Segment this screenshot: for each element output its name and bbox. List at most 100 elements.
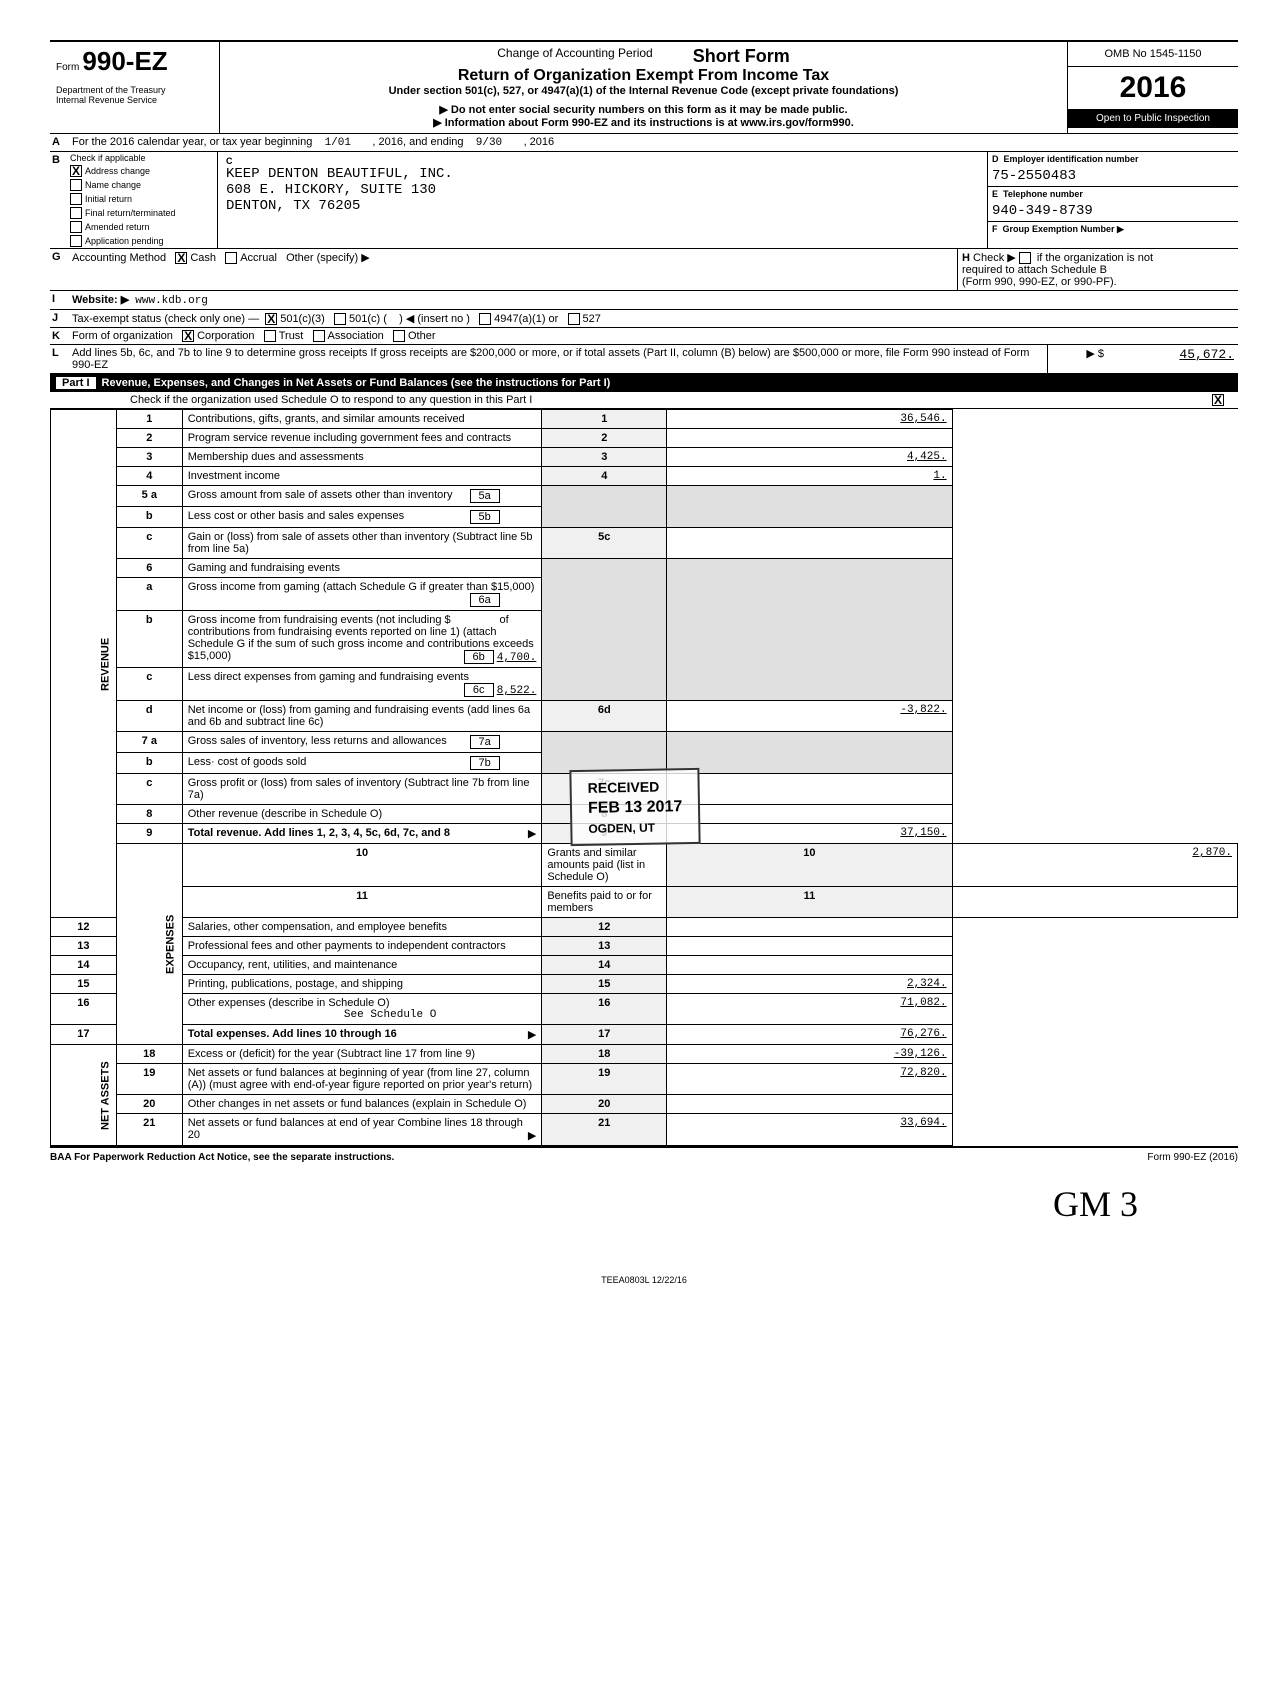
- line-a-letter: A: [50, 134, 68, 151]
- line-1-text: Contributions, gifts, grants, and simila…: [182, 410, 542, 429]
- line-l-letter: L: [50, 345, 68, 373]
- line-3-text: Membership dues and assessments: [182, 448, 542, 467]
- arrow-icon: ▶: [1117, 224, 1124, 234]
- line-9-amt: 37,150.: [667, 824, 952, 844]
- line-g-letter: G: [50, 249, 68, 290]
- website-value: www.kdb.org: [135, 295, 208, 307]
- accrual-label: Accrual: [240, 252, 277, 264]
- line-a-end: 9/30: [476, 137, 502, 149]
- name-change-checkbox[interactable]: [70, 179, 82, 191]
- part-1-check-text: Check if the organization used Schedule …: [50, 392, 1208, 408]
- irs-label: Internal Revenue Service: [56, 95, 226, 105]
- other-org-checkbox[interactable]: [393, 330, 405, 342]
- schedule-o-checkbox[interactable]: [1212, 394, 1224, 406]
- line-5c-amt: [667, 528, 952, 559]
- ein-value: 75-2550483: [988, 166, 1238, 186]
- line-a-begin: 1/01: [325, 137, 351, 149]
- info-notice: ▶ Information about Form 990-EZ and its …: [224, 116, 1063, 129]
- corp-label: Corporation: [197, 330, 254, 342]
- line-16-text: Other expenses (describe in Schedule O): [188, 997, 390, 1009]
- amended-return-checkbox[interactable]: [70, 221, 82, 233]
- line-4-text: Investment income: [182, 467, 542, 486]
- schedule-b-checkbox[interactable]: [1019, 252, 1031, 264]
- line-5b-text: Less cost or other basis and sales expen…: [188, 510, 404, 522]
- address-change-checkbox[interactable]: [70, 165, 82, 177]
- line-19-text: Net assets or fund balances at beginning…: [182, 1064, 542, 1095]
- line-5c-text: Gain or (loss) from sale of assets other…: [182, 528, 542, 559]
- revenue-label: REVENUE: [51, 410, 117, 918]
- line-12-text: Salaries, other compensation, and employ…: [182, 918, 542, 937]
- line-2-amt: [667, 429, 952, 448]
- form-org-label: Form of organization: [72, 330, 173, 342]
- line-a-label: For the 2016 calendar year, or tax year …: [72, 136, 312, 148]
- line-h-text2: required to attach Schedule B: [962, 264, 1107, 276]
- return-title: Return of Organization Exempt From Incom…: [224, 67, 1063, 85]
- 4947-label: 4947(a)(1) or: [494, 313, 558, 325]
- org-name: KEEP DENTON BEAUTIFUL, INC.: [226, 166, 979, 182]
- 527-label: 527: [583, 313, 601, 325]
- phone-value: 940-349-8739: [988, 201, 1238, 221]
- dept-treasury: Department of the Treasury: [56, 85, 226, 95]
- line-21-text: Net assets or fund balances at end of ye…: [188, 1117, 523, 1141]
- corp-checkbox[interactable]: [182, 330, 194, 342]
- phone-label: Telephone number: [1003, 189, 1083, 199]
- line-i-letter: I: [50, 291, 68, 309]
- line-7b-text: Less· cost of goods sold: [188, 756, 307, 768]
- footer-form: Form 990-EZ (2016): [1147, 1152, 1238, 1163]
- line-10-amt: 2,870.: [952, 844, 1237, 887]
- application-pending-checkbox[interactable]: [70, 235, 82, 247]
- line-20-text: Other changes in net assets or fund bala…: [182, 1095, 542, 1114]
- line-6d-text: Net income or (loss) from gaming and fun…: [182, 701, 542, 732]
- line-7a-text: Gross sales of inventory, less returns a…: [188, 735, 447, 747]
- line-18-amt: -39,126.: [667, 1045, 952, 1064]
- part-1-label: Part I: [56, 377, 96, 389]
- assoc-label: Association: [328, 330, 384, 342]
- line-h-label: Check ▶: [973, 252, 1016, 264]
- other-method-label: Other (specify) ▶: [286, 252, 370, 264]
- footer-baa: BAA For Paperwork Reduction Act Notice, …: [50, 1152, 394, 1163]
- trust-checkbox[interactable]: [264, 330, 276, 342]
- 527-checkbox[interactable]: [568, 313, 580, 325]
- form-prefix: Form: [56, 62, 79, 73]
- 501c3-checkbox[interactable]: [265, 313, 277, 325]
- handwritten-note: GM 3: [50, 1163, 1238, 1245]
- line-13-text: Professional fees and other payments to …: [182, 937, 542, 956]
- omb-number: OMB No 1545-1150: [1068, 42, 1238, 67]
- line-8-amt: [667, 805, 952, 824]
- line-6c-amt: 8,522.: [497, 685, 537, 697]
- line-a-endyear: , 2016: [524, 136, 555, 148]
- line-3-amt: 4,425.: [667, 448, 952, 467]
- line-6b-text: Gross income from fundraising events (no…: [188, 614, 451, 626]
- other-org-label: Other: [408, 330, 436, 342]
- line-9-text: Total revenue. Add lines 1, 2, 3, 4, 5c,…: [188, 827, 450, 839]
- initial-return-checkbox[interactable]: [70, 193, 82, 205]
- amended-return-label: Amended return: [85, 222, 150, 232]
- line-16-amt: 71,082.: [667, 994, 952, 1025]
- final-return-checkbox[interactable]: [70, 207, 82, 219]
- group-exemption-label: Group Exemption Number: [1003, 224, 1115, 234]
- line-17-amt: 76,276.: [667, 1025, 952, 1045]
- line-l-value: 45,672.: [1108, 345, 1238, 373]
- accrual-checkbox[interactable]: [225, 252, 237, 264]
- address-change-label: Address change: [85, 166, 150, 176]
- line-4-amt: 1.: [667, 467, 952, 486]
- received-date: FEB 13 2017: [588, 799, 683, 819]
- 4947-checkbox[interactable]: [479, 313, 491, 325]
- check-applicable: Check if applicable: [68, 152, 217, 164]
- line-19-amt: 72,820.: [667, 1064, 952, 1095]
- ssn-notice: ▶ Do not enter social security numbers o…: [224, 103, 1063, 116]
- received-text: RECEIVED: [588, 779, 683, 797]
- line-j-letter: J: [50, 310, 68, 327]
- 501c-checkbox[interactable]: [334, 313, 346, 325]
- final-return-label: Final return/terminated: [85, 208, 176, 218]
- assoc-checkbox[interactable]: [313, 330, 325, 342]
- line-10-text: Grants and similar amounts paid (list in…: [542, 844, 667, 887]
- line-b-letter: B: [50, 152, 68, 248]
- line-21-amt: 33,694.: [667, 1114, 952, 1146]
- application-pending-label: Application pending: [85, 236, 164, 246]
- line-a-mid: , 2016, and ending: [372, 136, 463, 148]
- name-change-label: Name change: [85, 180, 141, 190]
- 501c3-label: 501(c)(3): [280, 313, 325, 325]
- cash-checkbox[interactable]: [175, 252, 187, 264]
- line-h-text3: (Form 990, 990-EZ, or 990-PF).: [962, 276, 1117, 288]
